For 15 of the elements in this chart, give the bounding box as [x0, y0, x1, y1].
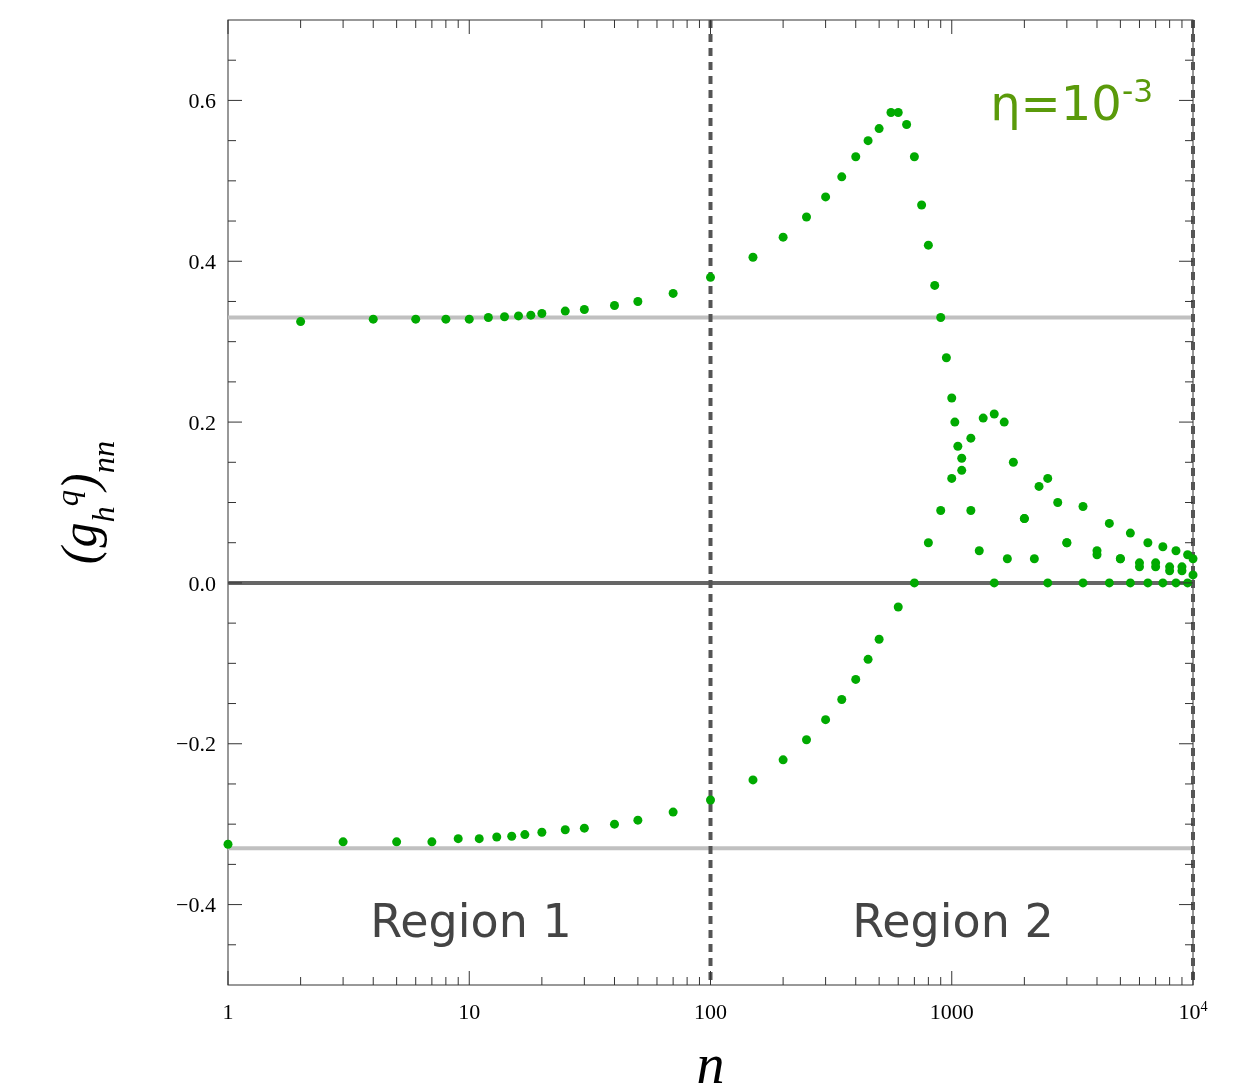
annotation: Region 1	[370, 894, 572, 949]
y-tick-label: 0.4	[188, 248, 216, 274]
y-tick-label: −0.4	[176, 892, 216, 918]
x-tick-label: 10	[458, 999, 481, 1024]
annotation: η=10$^{-3}$	[990, 72, 1153, 131]
y-tick-label: 0.6	[188, 88, 216, 114]
y-tick-label: −0.2	[176, 731, 216, 757]
annotation: Region 2	[852, 894, 1054, 949]
x-tick-label: 100	[694, 999, 727, 1024]
x-axis-title: n	[696, 1033, 725, 1091]
x-tick-label: 1	[222, 999, 234, 1024]
x-tick-label: 1000	[929, 999, 974, 1024]
y-tick-label: 0.2	[188, 409, 216, 435]
y-tick-label: 0.0	[188, 570, 216, 596]
x-tick-label: 10$^{4}$	[1178, 998, 1208, 1024]
